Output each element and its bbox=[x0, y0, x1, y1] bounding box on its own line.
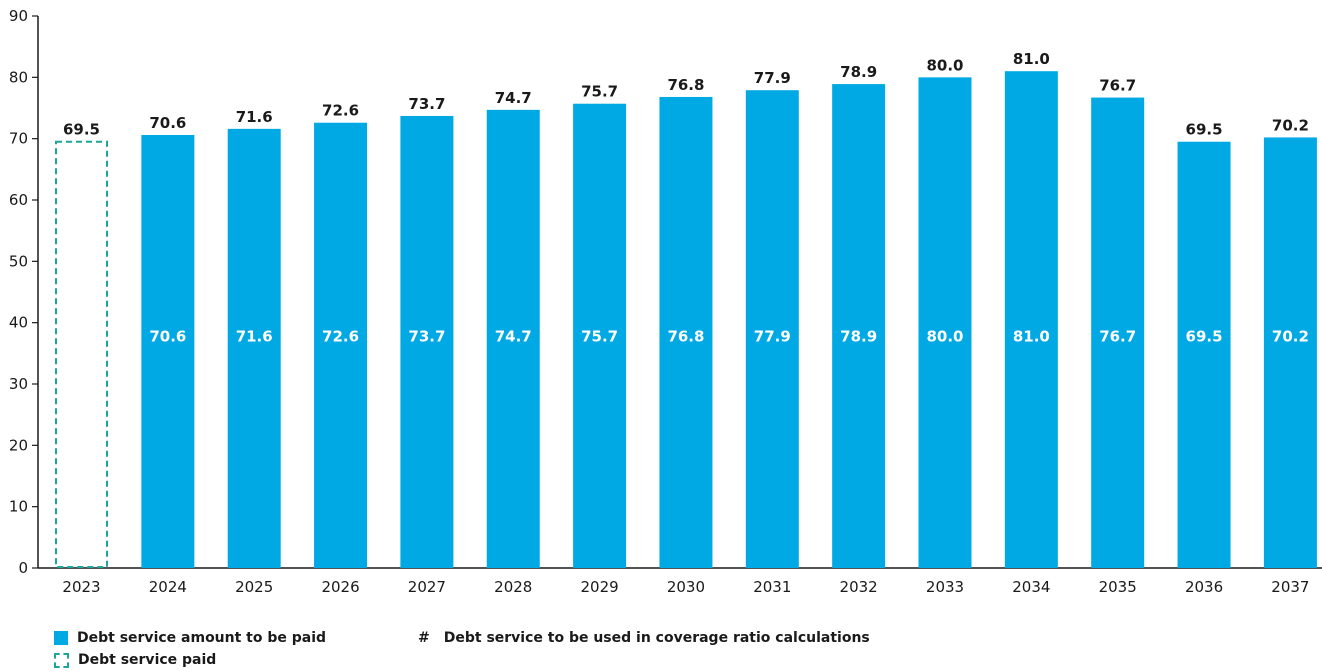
y-tick-label: 10 bbox=[9, 498, 28, 516]
x-tick-label-2028: 2028 bbox=[494, 578, 532, 596]
x-tick-label-2030: 2030 bbox=[667, 578, 705, 596]
bar-2027 bbox=[400, 115, 454, 569]
inner-label-2028: 74.7 bbox=[495, 328, 532, 346]
y-tick-label: 60 bbox=[9, 191, 28, 209]
x-tick-label-2035: 2035 bbox=[1099, 578, 1137, 596]
legend: Debt service amount to be paid Debt serv… bbox=[54, 630, 1054, 672]
top-label-2036: 69.5 bbox=[1186, 121, 1223, 139]
x-tick-label-2024: 2024 bbox=[149, 578, 187, 596]
inner-label-2030: 76.8 bbox=[667, 328, 704, 346]
x-tick-label-2036: 2036 bbox=[1185, 578, 1223, 596]
hash-symbol: # bbox=[418, 630, 430, 646]
legend-label-paid: Debt service paid bbox=[78, 652, 217, 668]
x-tick-label-2026: 2026 bbox=[321, 578, 359, 596]
y-tick-label: 70 bbox=[9, 130, 28, 148]
bar-2031 bbox=[745, 90, 799, 569]
legend-item-coverage-ratio: # Debt service to be used in coverage ra… bbox=[418, 630, 870, 646]
bar-2037 bbox=[1263, 137, 1317, 568]
inner-label-2029: 75.7 bbox=[581, 328, 618, 346]
legend-item-paid: Debt service paid bbox=[54, 652, 216, 668]
x-tick-label-2032: 2032 bbox=[840, 578, 878, 596]
y-tick-label: 0 bbox=[18, 559, 28, 577]
top-label-2031: 77.9 bbox=[754, 69, 791, 87]
legend-label-amount-to-be-paid: Debt service amount to be paid bbox=[77, 630, 327, 646]
y-tick-label: 40 bbox=[9, 314, 28, 332]
y-tick-label: 20 bbox=[9, 436, 28, 454]
bar-2023 bbox=[55, 140, 108, 568]
inner-label-2034: 81.0 bbox=[1013, 328, 1050, 346]
top-label-2035: 76.7 bbox=[1099, 77, 1136, 95]
x-tick-label-2033: 2033 bbox=[926, 578, 964, 596]
inner-label-2031: 77.9 bbox=[754, 328, 791, 346]
top-label-2026: 72.6 bbox=[322, 102, 359, 120]
y-tick-label: 30 bbox=[9, 375, 28, 393]
bar-2030 bbox=[659, 96, 713, 569]
bar-2024 bbox=[141, 134, 195, 568]
inner-label-2024: 70.6 bbox=[149, 328, 186, 346]
bar-2028 bbox=[486, 109, 540, 568]
top-label-2030: 76.8 bbox=[667, 76, 704, 94]
x-tick-label-2031: 2031 bbox=[753, 578, 791, 596]
bar-2033 bbox=[918, 77, 972, 568]
inner-label-2025: 71.6 bbox=[236, 328, 273, 346]
y-axis-ticks: 0 10 20 30 40 50 60 70 80 90 bbox=[9, 7, 38, 577]
top-label-2029: 75.7 bbox=[581, 83, 618, 101]
inner-label-2032: 78.9 bbox=[840, 328, 877, 346]
inner-label-2037: 70.2 bbox=[1272, 328, 1309, 346]
dashed-swatch-icon bbox=[54, 652, 69, 668]
inner-label-2036: 69.5 bbox=[1186, 328, 1223, 346]
top-label-2032: 78.9 bbox=[840, 63, 877, 81]
top-label-2028: 74.7 bbox=[495, 89, 532, 107]
x-tick-label-2029: 2029 bbox=[581, 578, 619, 596]
x-tick-label-2025: 2025 bbox=[235, 578, 273, 596]
bar-2035 bbox=[1091, 97, 1145, 568]
x-tick-label-2034: 2034 bbox=[1012, 578, 1050, 596]
inner-value-labels: 70.6 71.6 72.6 73.7 74.7 75.7 76.8 77.9 78.9 80.0… bbox=[149, 328, 1309, 346]
x-tick-label-2023: 2023 bbox=[62, 578, 100, 596]
y-tick-label: 50 bbox=[9, 252, 28, 270]
x-axis-ticks: 2023 2024 2025 2026 2027 2028 2029 2030 2031 2032… bbox=[62, 578, 1309, 596]
y-tick-label: 90 bbox=[9, 7, 28, 25]
y-tick-label: 80 bbox=[9, 68, 28, 86]
legend-item-amount-to-be-paid: Debt service amount to be paid bbox=[54, 630, 326, 646]
x-tick-label-2037: 2037 bbox=[1271, 578, 1309, 596]
top-label-2037: 70.2 bbox=[1272, 116, 1309, 134]
bars-group bbox=[55, 71, 1317, 569]
solid-swatch-icon bbox=[54, 631, 68, 645]
bar-2025 bbox=[227, 128, 281, 568]
top-label-2023: 69.5 bbox=[63, 121, 100, 139]
inner-label-2035: 76.7 bbox=[1099, 328, 1136, 346]
inner-label-2027: 73.7 bbox=[408, 328, 445, 346]
bar-2026 bbox=[314, 122, 368, 568]
top-label-2034: 81.0 bbox=[1013, 50, 1050, 68]
bar-2029 bbox=[573, 103, 627, 568]
top-label-2024: 70.6 bbox=[149, 114, 186, 132]
bar-2032 bbox=[832, 84, 886, 568]
inner-label-2033: 80.0 bbox=[926, 328, 963, 346]
top-label-2027: 73.7 bbox=[408, 95, 445, 113]
bar-2036 bbox=[1177, 141, 1231, 568]
top-label-2025: 71.6 bbox=[236, 108, 273, 126]
top-value-labels: 69.5 70.6 71.6 72.6 73.7 74.7 75.7 76.8 77.9 78.9… bbox=[63, 50, 1309, 139]
x-tick-label-2027: 2027 bbox=[408, 578, 446, 596]
inner-label-2026: 72.6 bbox=[322, 328, 359, 346]
bar-2034 bbox=[1004, 71, 1058, 568]
legend-label-coverage-ratio: Debt service to be used in coverage rati… bbox=[443, 630, 870, 646]
top-label-2033: 80.0 bbox=[926, 56, 963, 74]
